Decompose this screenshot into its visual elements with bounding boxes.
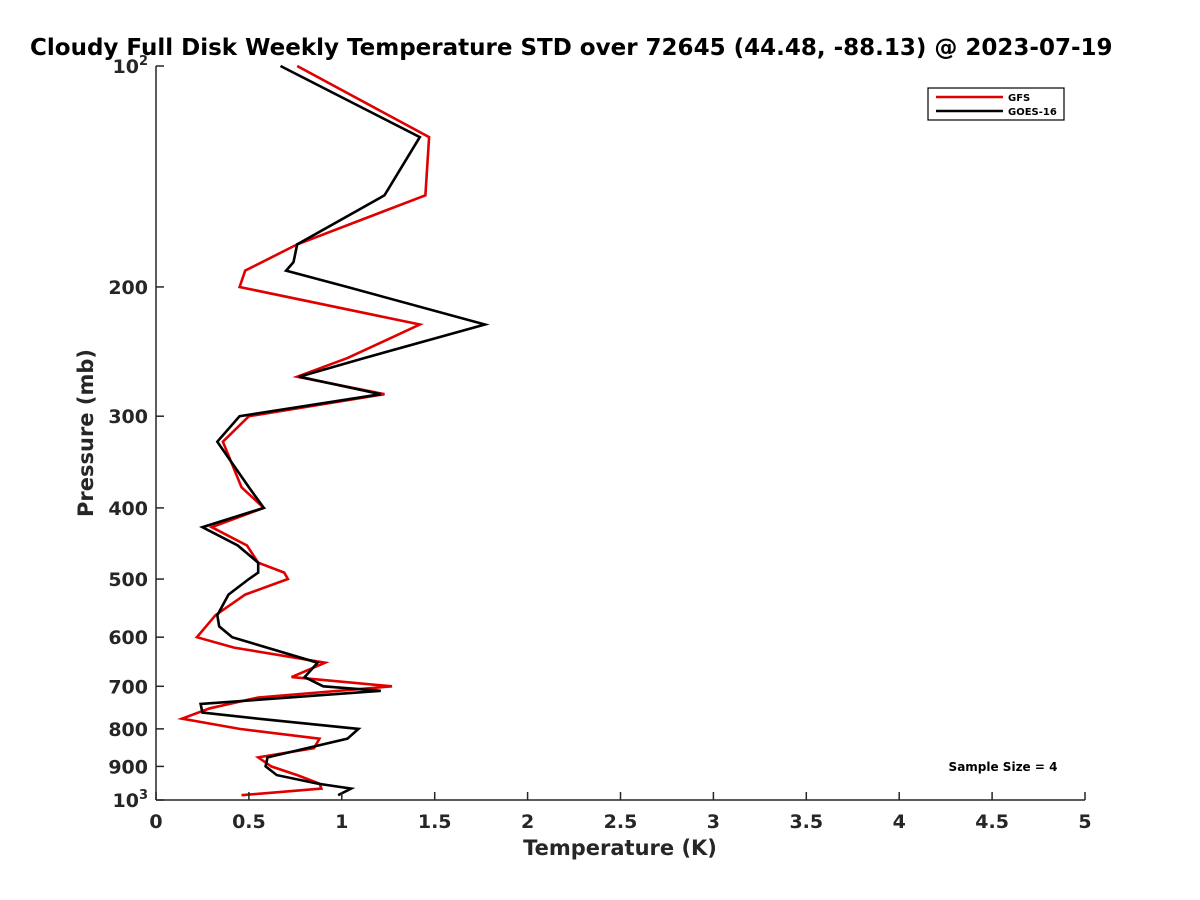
y-tick-label: 300 (108, 406, 148, 428)
sample-size-annotation: Sample Size = 4 (949, 760, 1058, 774)
x-tick-label: 3.5 (789, 811, 823, 833)
x-axis-ticks: 0 0.5 1 1.5 2 2.5 3 3.5 4 4.5 5 (149, 792, 1092, 833)
y-tick-label: 500 (108, 569, 148, 591)
y-tick-label: 600 (108, 627, 148, 649)
y-tick-label: 800 (108, 719, 148, 741)
legend-label-goes-16: GOES-16 (1008, 107, 1057, 118)
x-tick-label: 4 (893, 811, 906, 833)
x-tick-label: 2.5 (604, 811, 638, 833)
y-axis-label: Pressure (mb) (74, 349, 98, 517)
series-line-gfs (177, 64, 431, 797)
y-tick-label: 102 (113, 54, 149, 78)
series-layer (177, 64, 490, 797)
y-tick-label: 200 (108, 277, 148, 299)
legend-box (927, 87, 1065, 121)
x-tick-label: 1 (335, 811, 348, 833)
y-tick-label: 700 (108, 676, 148, 698)
x-tick-label: 3 (707, 811, 720, 833)
series-line-goes-16 (199, 64, 490, 797)
legend-label-gfs: GFS (1008, 93, 1030, 104)
y-axis-ticks: 102 200 300 400 500 600 700 800 900 103 (108, 54, 164, 812)
plot-area: 0 0.5 1 1.5 2 2.5 3 3.5 4 4.5 5 102 200 300 400 500 600… (108, 54, 1091, 833)
legend: GFS GOES-16 (927, 87, 1065, 121)
y-tick-label: 103 (113, 788, 149, 812)
x-tick-label: 4.5 (975, 811, 1009, 833)
x-tick-label: 0.5 (232, 811, 266, 833)
y-tick-label: 900 (108, 756, 148, 778)
x-tick-label: 5 (1078, 811, 1091, 833)
y-tick-label: 400 (108, 498, 148, 520)
x-tick-label: 0 (149, 811, 162, 833)
x-tick-label: 1.5 (418, 811, 452, 833)
x-tick-label: 2 (521, 811, 534, 833)
chart-title: Cloudy Full Disk Weekly Temperature STD … (30, 35, 1113, 61)
x-axis-label: Temperature (K) (523, 836, 717, 860)
